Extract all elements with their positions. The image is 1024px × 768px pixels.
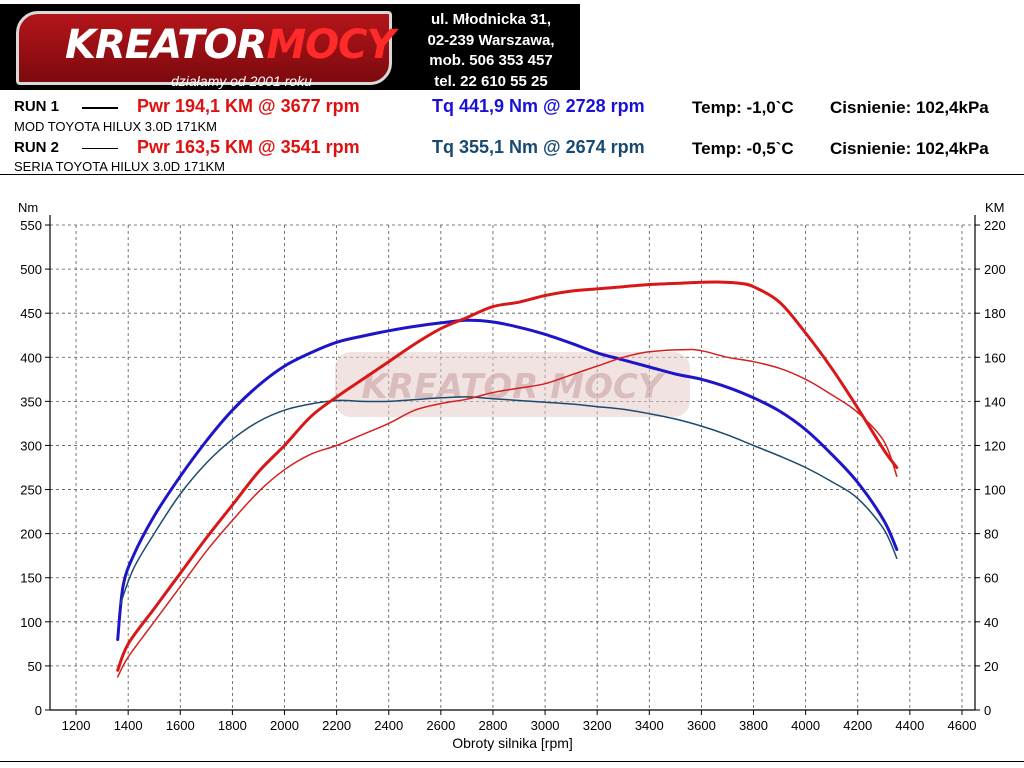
run2-pressure: Cisnienie: 102,4kPa: [830, 139, 989, 158]
run2-torque: Tq 355,1 Nm @ 2674 rpm: [432, 137, 645, 157]
x-tick-label: 4600: [948, 718, 977, 733]
y-right-tick-label: 180: [984, 306, 1006, 321]
run2-description: SERIA TOYOTA HILUX 3.0D 171KM: [14, 159, 225, 174]
y-left-tick-label: 250: [20, 483, 42, 498]
y-left-tick-label: 50: [28, 659, 42, 674]
x-tick-label: 2800: [478, 718, 507, 733]
header-separator: [0, 174, 1024, 175]
run2-power: Pwr 163,5 KM @ 3541 rpm: [137, 137, 360, 157]
run1-line-sample: [82, 107, 118, 109]
contact-mobile-line: mob. 506 353 457: [429, 52, 553, 69]
y-right-tick-label: 120: [984, 438, 1006, 453]
axes: [45, 215, 980, 715]
run1-label: RUN 1: [14, 98, 60, 115]
x-tick-label: 2000: [270, 718, 299, 733]
x-tick-label: 1600: [166, 718, 195, 733]
run-2-torque-curve: [119, 396, 898, 605]
contact-block: ul. Młodnicka 31, 02-239 Warszawa, mob. …: [406, 10, 576, 92]
x-tick-label: 1800: [218, 718, 247, 733]
y-right-tick-label: 200: [984, 262, 1006, 277]
run2-temp: Temp: -0,5`C: [692, 139, 794, 158]
x-tick-label: 4400: [895, 718, 924, 733]
brand-slogan: działamy od 2001 roku: [171, 73, 312, 89]
contact-address-line: ul. Młodnicka 31,: [430, 11, 552, 28]
brand-wordmark: KREATORMOCY: [65, 22, 395, 68]
x-axis-title: Obroty silnika [rpm]: [452, 735, 573, 751]
y-left-tick-label: 350: [20, 394, 42, 409]
y-left-tick-label: 0: [35, 703, 42, 718]
x-tick-label: 2400: [374, 718, 403, 733]
brand-word-red: MOCY: [266, 22, 395, 68]
x-tick-label: 3000: [531, 718, 560, 733]
y-left-tick-label: 550: [20, 218, 42, 233]
brand-word-white: KREATOR: [65, 22, 267, 68]
y-left-tick-label: 400: [20, 350, 42, 365]
x-tick-label: 1400: [114, 718, 143, 733]
y-left-tick-label: 300: [20, 438, 42, 453]
x-tick-label: 2600: [426, 718, 455, 733]
run1-pressure: Cisnienie: 102,4kPa: [830, 98, 989, 117]
y-right-axis-title: KM: [985, 200, 1005, 215]
y-right-tick-label: 100: [984, 483, 1006, 498]
run1-power: Pwr 194,1 KM @ 3677 rpm: [137, 96, 360, 116]
y-right-tick-label: 80: [984, 527, 998, 542]
x-tick-label: 3800: [739, 718, 768, 733]
run1-description: MOD TOYOTA HILUX 3.0D 171KM: [14, 119, 218, 134]
x-tick-label: 1200: [62, 718, 91, 733]
grid: [50, 224, 975, 710]
x-tick-label: 2200: [322, 718, 351, 733]
contact-phone-line: tel. 22 610 55 25: [434, 72, 548, 90]
y-left-tick-label: 200: [20, 527, 42, 542]
y-right-tick-label: 160: [984, 350, 1006, 365]
brand-banner: KREATORMOCY działamy od 2001 roku ul. Mł…: [0, 4, 580, 90]
x-tick-label: 4200: [843, 718, 872, 733]
run-1-power-curve: [116, 280, 899, 672]
dyno-chart: KREATOR MOCY 1200 1400 1600 1800 2000 2200 240…: [18, 200, 1006, 751]
y-left-axis-title: Nm: [18, 200, 38, 215]
y-right-tick-label: 220: [984, 218, 1006, 233]
run2-label: RUN 2: [14, 139, 60, 156]
run-info: RUN 1 Pwr 194,1 KM @ 3677 rpm Tq 441,9 N…: [0, 92, 1024, 174]
y-left-tick-label: 450: [20, 306, 42, 321]
y-left-tick-label: 150: [20, 571, 42, 586]
run2-line-sample: [82, 148, 118, 149]
x-tick-label: 3600: [687, 718, 716, 733]
run1-torque: Tq 441,9 Nm @ 2728 rpm: [432, 96, 645, 116]
y-right-tick-label: 20: [984, 659, 998, 674]
watermark-text: KREATOR MOCY: [361, 367, 666, 407]
run-2-power-curve: [116, 348, 898, 678]
y-left-tick-label: 500: [20, 262, 42, 277]
header: KREATORMOCY działamy od 2001 roku ul. Mł…: [0, 0, 1024, 92]
run-1-torque-curve: [116, 318, 899, 641]
y-right-tick-label: 40: [984, 615, 998, 630]
x-tick-label: 3200: [583, 718, 612, 733]
contact-city-line: 02-239 Warszawa,: [427, 31, 555, 49]
y-right-tick-label: 140: [984, 394, 1006, 409]
x-tick-label: 4000: [791, 718, 820, 733]
axis-labels: 1200 1400 1600 1800 2000 2200 2400 2600 2800 3000…: [18, 200, 1006, 751]
series: [116, 280, 899, 678]
brand-logo: KREATORMOCY działamy od 2001 roku: [16, 11, 395, 89]
y-left-tick-label: 100: [20, 615, 42, 630]
y-right-tick-label: 0: [984, 703, 991, 718]
y-right-tick-label: 60: [984, 571, 998, 586]
x-tick-label: 3400: [635, 718, 664, 733]
run1-temp: Temp: -1,0`C: [692, 98, 794, 117]
footer-strip: [0, 758, 1024, 768]
